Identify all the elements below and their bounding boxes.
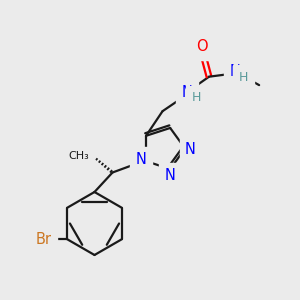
Text: Br: Br [35,232,51,247]
Text: N: N [182,85,193,100]
Text: N: N [135,152,146,167]
Text: H: H [239,71,248,84]
Text: N: N [230,64,241,79]
Text: N: N [185,142,196,158]
Text: N: N [164,168,175,183]
Text: O: O [196,39,208,54]
Text: CH₃: CH₃ [68,151,89,161]
Text: H: H [191,91,201,104]
